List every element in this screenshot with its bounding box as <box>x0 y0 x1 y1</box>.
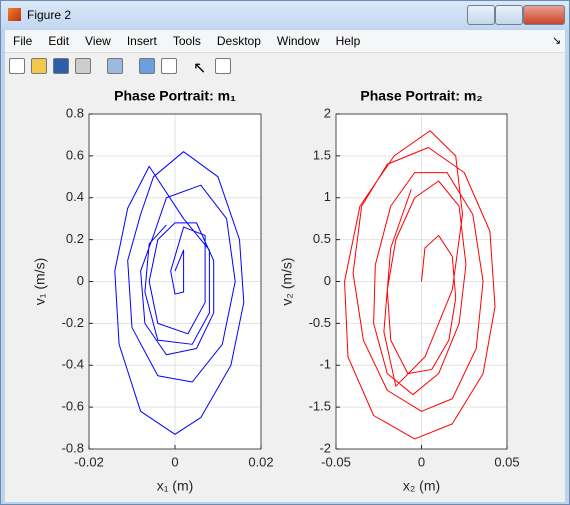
y-tick-label: 0.8 <box>66 105 84 120</box>
dock-arrow[interactable]: ↘ <box>552 35 562 47</box>
minimize-button[interactable] <box>467 5 495 25</box>
menu-item[interactable]: Window <box>276 34 320 48</box>
chart-title: Phase Portrait: m₂ <box>360 88 482 104</box>
y-tick-label: -0.2 <box>62 315 84 330</box>
y-tick-label: -0.6 <box>62 399 84 414</box>
link-icon[interactable] <box>107 58 123 74</box>
figure-area: -0.02 0 0.02 -0.8 -0.6 -0.4 -0.2 0 0.2 0.4 0.6 0.8 P… <box>5 79 565 502</box>
y-tick-label: 0 <box>324 273 331 288</box>
menu-item[interactable]: View <box>85 34 111 48</box>
trajectory <box>114 151 245 435</box>
y-tick-label: 1.5 <box>313 147 331 162</box>
x-tick-label: 0.05 <box>494 454 519 469</box>
property-icon[interactable] <box>215 58 231 74</box>
open-icon[interactable] <box>31 58 47 74</box>
legend-icon[interactable] <box>161 58 177 74</box>
y-tick-label: -0.5 <box>309 315 331 330</box>
x-tick-label: 0.02 <box>248 454 273 469</box>
menu-item[interactable]: Edit <box>48 34 70 48</box>
y-tick-label: 0.6 <box>66 147 84 162</box>
y-tick-label: -2 <box>319 440 331 455</box>
window-title: Figure 2 <box>27 8 72 22</box>
trajectory <box>344 130 496 440</box>
y-tick-label: 1 <box>324 189 331 204</box>
toolbar: ↖ <box>5 52 565 80</box>
pointer-icon[interactable]: ↖ <box>193 58 207 77</box>
menu-item[interactable]: Tools <box>172 34 201 48</box>
close-button[interactable] <box>523 5 565 25</box>
y-tick-label: 0.2 <box>66 231 84 246</box>
x-axis-label: x₂ (m) <box>403 478 440 494</box>
y-tick-label: -1 <box>319 357 331 372</box>
menu-item[interactable]: File <box>13 34 33 48</box>
y-tick-label: 0.5 <box>313 231 331 246</box>
menu-item[interactable]: Help <box>335 34 361 48</box>
y-tick-label: 2 <box>324 105 331 120</box>
y-tick-label: 0 <box>77 273 84 288</box>
menu-bar: File Edit View Insert Tools Desktop Window Help <box>5 30 565 52</box>
x-axis-label: x₁ (m) <box>157 478 194 494</box>
y-tick-label: -0.4 <box>62 357 84 372</box>
chart-title: Phase Portrait: m₁ <box>114 88 236 104</box>
axes-box <box>335 113 508 450</box>
y-axis-label: v₁ (m/s) <box>32 258 48 306</box>
menu-item[interactable]: Desktop <box>216 34 261 48</box>
y-tick-label: 0.4 <box>66 189 84 204</box>
x-tick-label: 0 <box>171 454 178 469</box>
print-icon[interactable] <box>75 58 91 74</box>
menu-item[interactable]: Insert <box>126 34 157 48</box>
x-tick-label: -0.02 <box>74 454 104 469</box>
new-icon[interactable] <box>9 58 25 74</box>
app-icon <box>8 8 21 21</box>
x-tick-label: -0.05 <box>321 454 351 469</box>
axes-box <box>88 113 262 450</box>
title-bar: Figure 2 <box>1 1 569 29</box>
y-tick-label: -1.5 <box>309 399 331 414</box>
colorbar-icon[interactable] <box>139 58 155 74</box>
maximize-button[interactable] <box>495 5 523 25</box>
save-icon[interactable] <box>53 58 69 74</box>
y-axis-label: v₂ (m/s) <box>279 257 295 305</box>
x-tick-label: 0 <box>418 454 425 469</box>
y-tick-label: -0.8 <box>62 440 84 455</box>
